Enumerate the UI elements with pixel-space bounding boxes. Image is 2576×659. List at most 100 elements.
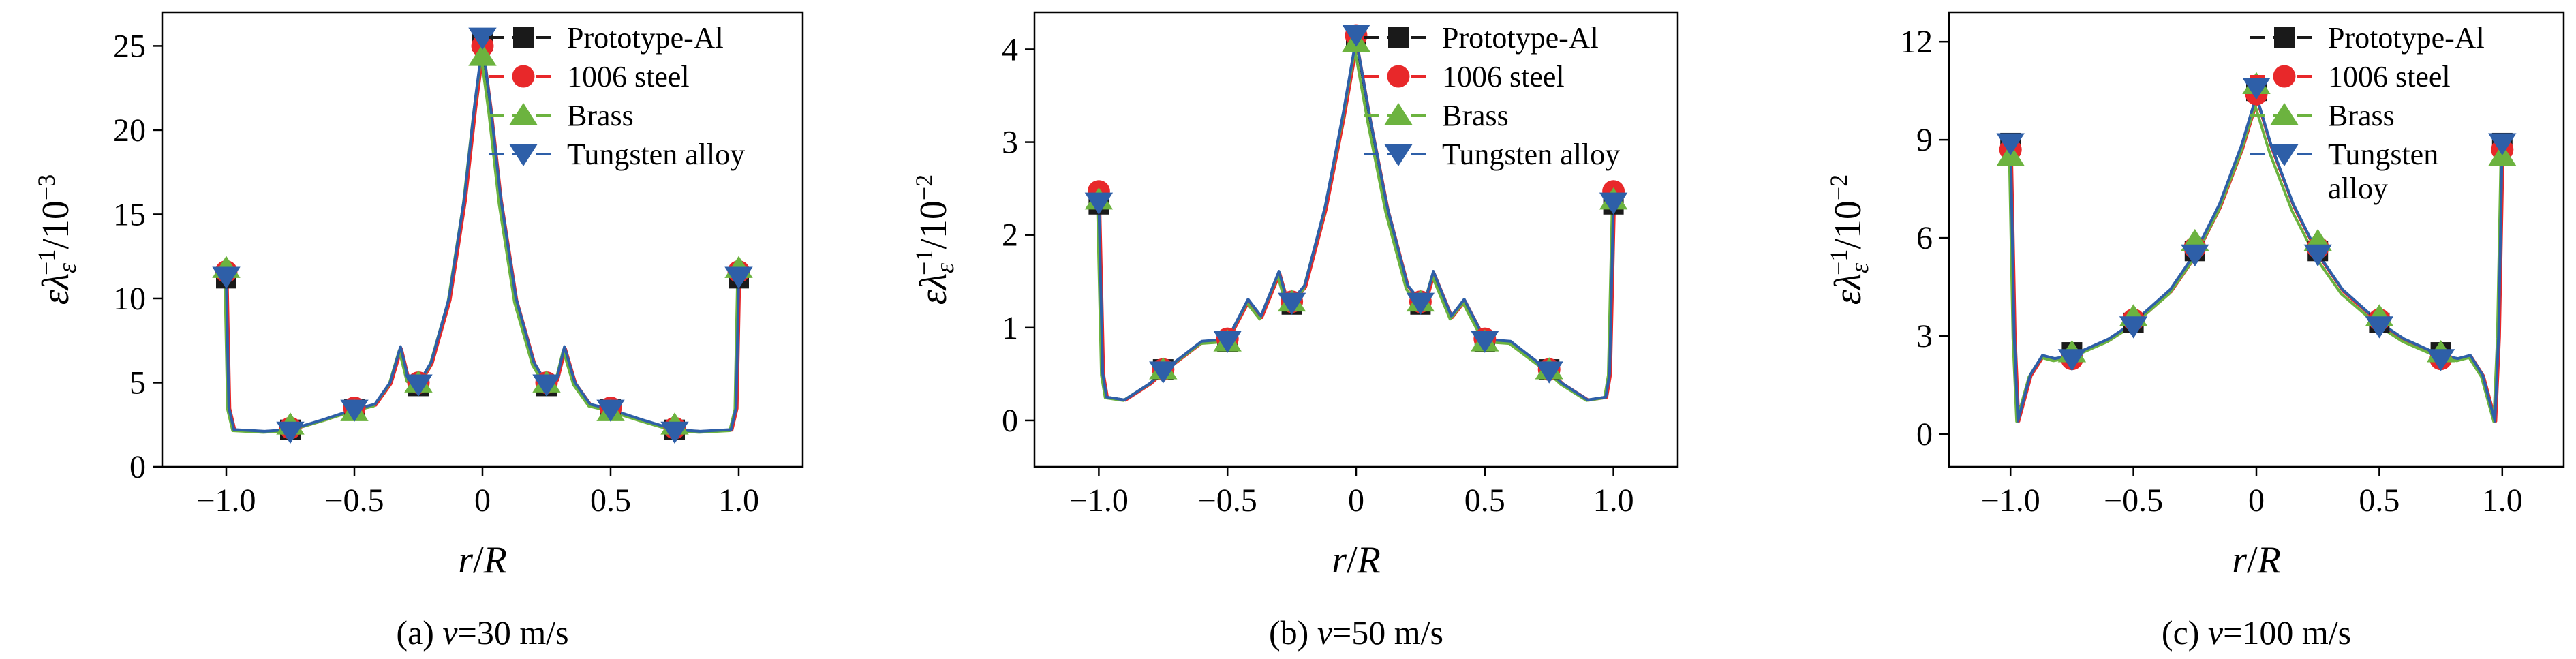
y-axis-label-group: ελε−1/10−3 bbox=[33, 174, 82, 305]
y-tick-label: 0 bbox=[129, 449, 146, 485]
legend-label: Brass bbox=[2328, 99, 2395, 132]
legend-label: Tungsten bbox=[2328, 138, 2438, 171]
y-axis-label-group: ελε−1/10−2 bbox=[910, 174, 960, 305]
legend-label: alloy bbox=[2328, 172, 2388, 205]
legend-label: Tungsten alloy bbox=[567, 138, 745, 171]
data-point-tungsten-alloy bbox=[1213, 331, 1242, 353]
x-axis-label: r/R bbox=[1332, 539, 1381, 581]
y-tick-label: 1 bbox=[1002, 310, 1018, 346]
chart-panel-3: −1.0 −0.5 0 0.5 1.0 0 3 6 9 12 r/R ελε−1/10−2 Protot… bbox=[1825, 11, 2565, 652]
legend-marker bbox=[2274, 27, 2295, 48]
series-line-1006-steel bbox=[226, 48, 741, 433]
data-point-tungsten-alloy bbox=[532, 374, 561, 397]
legend-marker bbox=[513, 27, 534, 48]
legend-marker bbox=[509, 144, 538, 166]
y-tick-label: 10 bbox=[113, 281, 146, 317]
y-tick-label: 0 bbox=[1002, 403, 1018, 439]
x-tick-label: 0.5 bbox=[1465, 482, 1505, 519]
series-line-tungsten-alloy bbox=[225, 42, 740, 433]
legend-label: Prototype-Al bbox=[2328, 21, 2485, 55]
y-axis-label: ελε−1/10−2 bbox=[910, 174, 960, 305]
legend: Prototype-Al 1006 steel Brass Tungsten allo… bbox=[1364, 21, 1620, 171]
x-axis-label: r/R bbox=[458, 539, 507, 581]
y-axis-label-group: ελε−1/10−2 bbox=[1825, 174, 1874, 305]
data-point-tungsten-alloy bbox=[2242, 77, 2271, 100]
data-point-tungsten-alloy bbox=[2365, 316, 2394, 339]
data-point-brass bbox=[468, 44, 497, 66]
y-tick-label: 20 bbox=[113, 112, 146, 149]
legend-marker bbox=[1387, 65, 1410, 88]
x-tick-label: 0.5 bbox=[590, 482, 631, 519]
x-tick-label: −0.5 bbox=[2104, 482, 2163, 519]
data-point-tungsten-alloy bbox=[1084, 192, 1114, 215]
legend-marker bbox=[512, 65, 535, 88]
series-line-brass bbox=[1096, 48, 1614, 402]
x-tick-label: −0.5 bbox=[1198, 482, 1257, 519]
data-point-tungsten-alloy bbox=[340, 399, 369, 423]
x-tick-label: −1.0 bbox=[1981, 482, 2040, 519]
legend-label: Prototype-Al bbox=[567, 21, 724, 55]
x-tick-label: 1.0 bbox=[1593, 482, 1634, 519]
data-point-tungsten-alloy bbox=[2303, 244, 2332, 267]
x-tick-label: −1.0 bbox=[1069, 482, 1129, 519]
legend-marker bbox=[509, 103, 538, 125]
data-point-tungsten-alloy bbox=[1471, 331, 1499, 353]
x-tick-label: 0 bbox=[474, 482, 491, 519]
data-point-tungsten-alloy bbox=[596, 399, 625, 423]
legend: Prototype-Al 1006 steel Brass Tungsten allo… bbox=[489, 21, 745, 171]
y-tick-label: 6 bbox=[1916, 220, 1933, 256]
data-point-tungsten-alloy bbox=[1599, 192, 1628, 215]
y-tick-label: 2 bbox=[1002, 217, 1018, 254]
x-tick-label: −0.5 bbox=[324, 482, 384, 519]
y-tick-label: 3 bbox=[1916, 318, 1933, 354]
y-axis-label: ελε−1/10−3 bbox=[33, 174, 82, 305]
y-tick-label: 3 bbox=[1002, 125, 1018, 161]
y-tick-label: 4 bbox=[1002, 31, 1018, 67]
legend-marker bbox=[2270, 144, 2299, 166]
data-point-tungsten-alloy bbox=[1342, 25, 1370, 47]
marker-group bbox=[212, 27, 753, 444]
y-tick-label: 5 bbox=[129, 365, 146, 401]
x-tick-label: 1.0 bbox=[2482, 482, 2523, 519]
data-point-tungsten-alloy bbox=[1406, 292, 1435, 316]
data-point-tungsten-alloy bbox=[2426, 349, 2455, 371]
x-tick-label: −1.0 bbox=[196, 482, 256, 519]
legend-label: Brass bbox=[567, 99, 634, 132]
marker-group bbox=[1084, 24, 1628, 384]
data-point-tungsten-alloy bbox=[2057, 349, 2087, 371]
data-point-tungsten-alloy bbox=[1149, 361, 1178, 384]
legend-marker bbox=[2270, 103, 2299, 125]
series-line-brass bbox=[2008, 104, 2502, 423]
legend-label: 1006 steel bbox=[2328, 60, 2451, 93]
legend-label: Tungsten alloy bbox=[1442, 138, 1620, 171]
legend-label: Brass bbox=[1442, 99, 1509, 132]
data-point-tungsten-alloy bbox=[1996, 133, 2025, 155]
x-tick-label: 0.5 bbox=[2359, 482, 2399, 519]
legend-marker bbox=[2273, 65, 2296, 88]
y-tick-label: 15 bbox=[113, 196, 146, 232]
y-tick-label: 12 bbox=[1900, 24, 1933, 60]
legend-label: 1006 steel bbox=[567, 60, 690, 93]
chart-panel-1: −1.0 −0.5 0 0.5 1.0 0 5 10 15 20 25 r/R ελε−1/10−3 Pr… bbox=[33, 11, 804, 652]
data-point-tungsten-alloy bbox=[1535, 361, 1563, 384]
chart-caption: (b) v=50 m/s bbox=[1269, 613, 1443, 652]
data-point-tungsten-alloy bbox=[468, 27, 497, 50]
x-axis-label: r/R bbox=[2232, 539, 2281, 581]
curve-group bbox=[224, 42, 741, 434]
data-point-tungsten-alloy bbox=[724, 266, 753, 289]
x-tick-label: 0 bbox=[1348, 482, 1364, 519]
series-line-brass bbox=[224, 55, 739, 434]
y-axis-label: ελε−1/10−2 bbox=[1825, 174, 1874, 305]
data-point-tungsten-alloy bbox=[212, 266, 241, 289]
marker-group bbox=[1996, 72, 2517, 371]
y-tick-label: 25 bbox=[113, 28, 146, 64]
series-line-1006-steel bbox=[1098, 42, 1616, 402]
plot-frame bbox=[161, 11, 804, 468]
x-tick-label: 1.0 bbox=[718, 482, 759, 519]
data-point-tungsten-alloy bbox=[276, 421, 305, 444]
data-point-tungsten-alloy bbox=[2181, 244, 2209, 267]
series-line-prototype-al bbox=[1097, 38, 1615, 401]
data-point-tungsten-alloy bbox=[2119, 316, 2148, 339]
